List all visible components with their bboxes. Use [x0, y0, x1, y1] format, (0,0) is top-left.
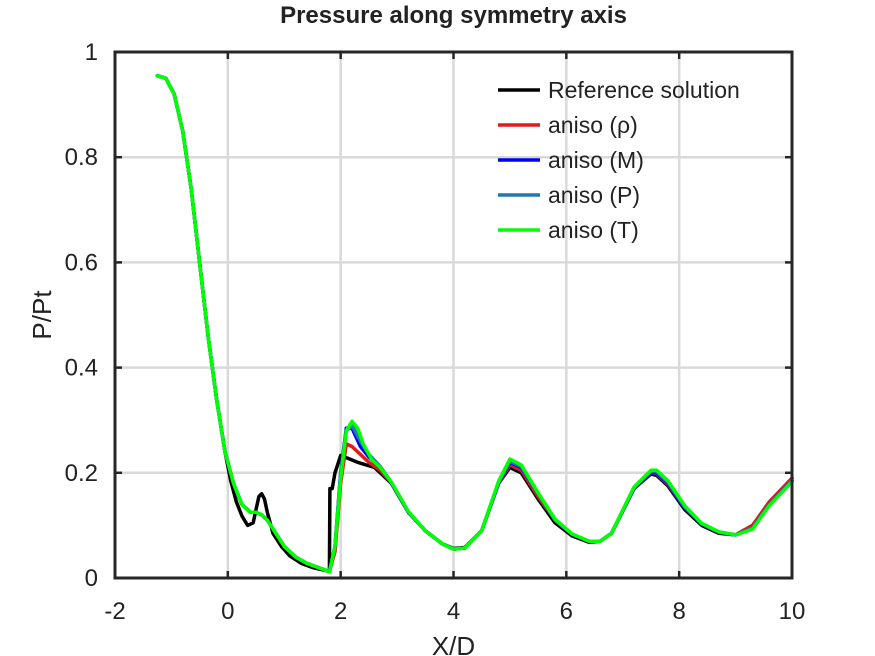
series-layer	[155, 73, 794, 574]
x-tick-label: 10	[779, 598, 806, 625]
legend: Reference solution aniso (ρ) aniso (M) anis…	[498, 77, 740, 243]
series-line-4	[155, 73, 794, 574]
chart-title: Pressure along symmetry axis	[280, 2, 627, 29]
x-tick-label: -2	[104, 598, 125, 625]
ticks	[113, 50, 794, 580]
x-tick-label: 6	[560, 598, 573, 625]
legend-label: aniso (M)	[548, 147, 644, 173]
legend-label: aniso (T)	[548, 217, 639, 243]
legend-label: Reference solution	[548, 77, 740, 103]
y-tick-label: 0.2	[65, 460, 98, 487]
y-tick-label: 0.4	[65, 355, 98, 382]
legend-label: aniso (ρ)	[548, 112, 638, 138]
grid	[115, 52, 792, 578]
x-tick-label: 0	[221, 598, 234, 625]
y-tick-label: 1	[85, 39, 98, 66]
legend-label: aniso (P)	[548, 182, 640, 208]
x-tick-label: 2	[334, 598, 347, 625]
y-axis-label: P/Pt	[27, 290, 57, 340]
x-tick-label: 4	[447, 598, 460, 625]
x-axis-label: X/D	[432, 631, 475, 656]
y-tick-label: 0.6	[65, 249, 98, 276]
y-tick-label: 0	[85, 565, 98, 592]
y-tick-label: 0.8	[65, 144, 98, 171]
x-tick-label: 8	[672, 598, 685, 625]
